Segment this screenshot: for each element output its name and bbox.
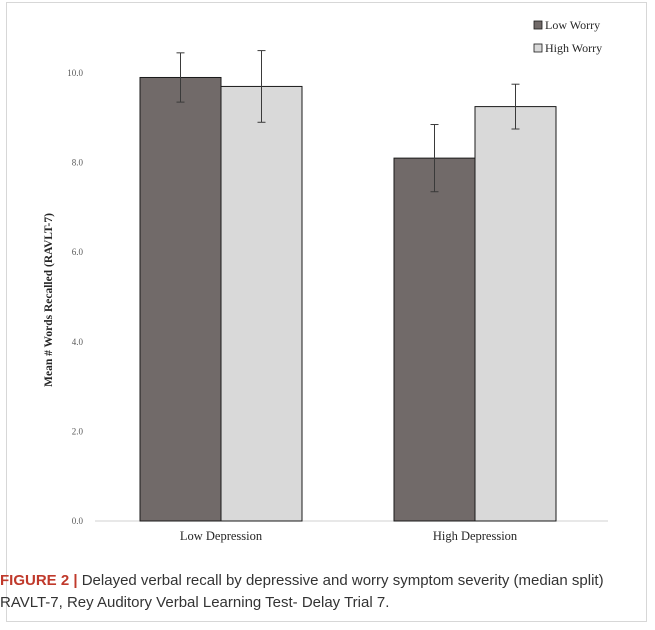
y-tick-label: 4.0 (72, 337, 84, 347)
bar-low-worry (393, 157, 476, 522)
y-tick-label: 6.0 (72, 247, 84, 257)
y-tick-label: 2.0 (72, 426, 84, 436)
bar-chart: Mean # Words Recalled (RAVLT-7) 0.0 2.0 4.… (43, 18, 608, 543)
y-tick-label: 10.0 (67, 68, 83, 78)
x-axis-categories: Low Depression High Depression (180, 529, 518, 543)
caption-text: Delayed verbal recall by depressive and … (0, 572, 604, 611)
caption-label: FIGURE 2 | (0, 572, 78, 589)
y-tick-label: 0.0 (72, 516, 84, 526)
bar-low-worry (139, 76, 222, 522)
y-tick-label: 8.0 (72, 158, 84, 168)
legend-label: Low Worry (545, 18, 600, 32)
x-category-label: Low Depression (180, 529, 263, 543)
bar-high-worry (220, 85, 303, 522)
error-bars (176, 50, 520, 193)
x-category-label: High Depression (433, 529, 518, 543)
legend-label: High Worry (545, 41, 602, 55)
bars (139, 76, 557, 522)
legend: Low Worry High Worry (533, 18, 602, 55)
y-axis-ticks: 0.0 2.0 4.0 6.0 8.0 10.0 (67, 68, 83, 526)
y-axis-label: Mean # Words Recalled (RAVLT-7) (43, 213, 55, 387)
legend-swatch (533, 43, 543, 53)
legend-swatch (533, 20, 543, 30)
figure-caption: FIGURE 2 | Delayed verbal recall by depr… (0, 570, 650, 614)
bar-high-worry (474, 106, 557, 522)
